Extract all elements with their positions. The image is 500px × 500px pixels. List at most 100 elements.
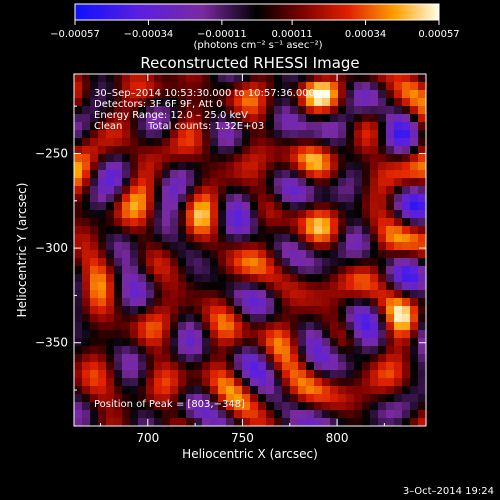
heatmap-cell: [346, 362, 355, 371]
heatmap-cell: [170, 418, 179, 426]
heatmap-cell: [186, 210, 195, 219]
heatmap-cell: [266, 290, 275, 299]
heatmap-cell: [218, 130, 227, 139]
heatmap-cell: [362, 354, 371, 363]
heatmap-cell: [218, 154, 227, 163]
heatmap-cell: [234, 306, 243, 315]
heatmap-cell: [138, 138, 147, 147]
heatmap-cell: [114, 370, 123, 379]
heatmap-cell: [410, 98, 419, 107]
heatmap-cell: [98, 346, 107, 355]
heatmap-cell: [322, 290, 331, 299]
heatmap-cell: [274, 338, 283, 347]
heatmap-cell: [306, 410, 315, 419]
heatmap-cell: [122, 266, 131, 275]
heatmap-cell: [314, 146, 323, 155]
heatmap-cell: [402, 218, 411, 227]
heatmap-cell: [362, 170, 371, 179]
heatmap-cell: [290, 370, 299, 379]
heatmap-cell: [322, 418, 331, 426]
heatmap-cell: [266, 146, 275, 155]
heatmap-cell: [378, 338, 387, 347]
heatmap-cell: [322, 130, 331, 139]
heatmap-cell: [258, 122, 267, 131]
colorbar-tick-label: −0.00011: [197, 29, 247, 40]
heatmap-cell: [354, 226, 363, 235]
heatmap-cell: [290, 114, 299, 123]
heatmap-cell: [234, 122, 243, 131]
heatmap-cell: [394, 274, 403, 283]
heatmap-cell: [226, 82, 235, 91]
heatmap-cell: [218, 274, 227, 283]
heatmap-cell: [154, 234, 163, 243]
heatmap-cell: [362, 250, 371, 259]
heatmap-cell: [186, 82, 195, 91]
heatmap-cell: [138, 90, 147, 99]
heatmap-cell: [298, 162, 307, 171]
heatmap-cell: [170, 226, 179, 235]
heatmap-cell: [146, 114, 155, 123]
heatmap-cell: [418, 210, 426, 219]
heatmap-cell: [314, 314, 323, 323]
heatmap-cell: [186, 290, 195, 299]
heatmap-cell: [290, 250, 299, 259]
heatmap-cell: [130, 234, 139, 243]
heatmap-cell: [250, 314, 259, 323]
heatmap-cell: [394, 402, 403, 411]
heatmap-cell: [314, 346, 323, 355]
heatmap-cell: [178, 226, 187, 235]
heatmap-cell: [226, 98, 235, 107]
heatmap-cell: [282, 394, 291, 403]
heatmap-cell: [194, 162, 203, 171]
heatmap-cell: [106, 386, 115, 395]
heatmap-cell: [266, 354, 275, 363]
heatmap-cell: [322, 410, 331, 419]
heatmap-cell: [130, 298, 139, 307]
heatmap-cell: [418, 122, 426, 131]
heatmap-cell: [130, 114, 139, 123]
heatmap-cell: [226, 282, 235, 291]
heatmap-cell: [218, 330, 227, 339]
heatmap-cell: [234, 354, 243, 363]
heatmap-cell: [330, 274, 339, 283]
heatmap-cell: [394, 378, 403, 387]
heatmap-cell: [90, 250, 99, 259]
heatmap-cell: [274, 402, 283, 411]
heatmap-cell: [170, 346, 179, 355]
heatmap-cell: [114, 162, 123, 171]
heatmap-cell: [298, 138, 307, 147]
heatmap-cell: [154, 218, 163, 227]
heatmap-cell: [186, 90, 195, 99]
heatmap-cell: [394, 154, 403, 163]
heatmap-cell: [130, 306, 139, 315]
heatmap-cell: [162, 346, 171, 355]
heatmap-cell: [402, 410, 411, 419]
heatmap-cell: [378, 362, 387, 371]
heatmap-cell: [106, 402, 115, 411]
heatmap-cell: [258, 218, 267, 227]
heatmap-cell: [98, 186, 107, 195]
heatmap-cell: [298, 290, 307, 299]
heatmap-cell: [394, 250, 403, 259]
heatmap-cell: [154, 338, 163, 347]
heatmap-cell: [114, 314, 123, 323]
heatmap-cell: [306, 362, 315, 371]
heatmap-cell: [162, 370, 171, 379]
heatmap-cell: [202, 330, 211, 339]
heatmap-cell: [186, 202, 195, 211]
heatmap-cell: [314, 402, 323, 411]
heatmap-cell: [98, 154, 107, 163]
x-axis: 700 750 800: [99, 74, 385, 445]
heatmap-cell: [362, 290, 371, 299]
heatmap-cell: [186, 234, 195, 243]
heatmap-cell: [138, 178, 147, 187]
heatmap-cell: [362, 330, 371, 339]
heatmap-cell: [410, 378, 419, 387]
heatmap-cell: [402, 370, 411, 379]
heatmap-cell: [274, 82, 283, 91]
heatmap-cell: [226, 226, 235, 235]
heatmap-cell: [410, 146, 419, 155]
heatmap-cell: [194, 154, 203, 163]
heatmap-cell: [314, 130, 323, 139]
annotation-energy-range: Energy Range: 12.0 – 25.0 keV: [94, 110, 248, 121]
